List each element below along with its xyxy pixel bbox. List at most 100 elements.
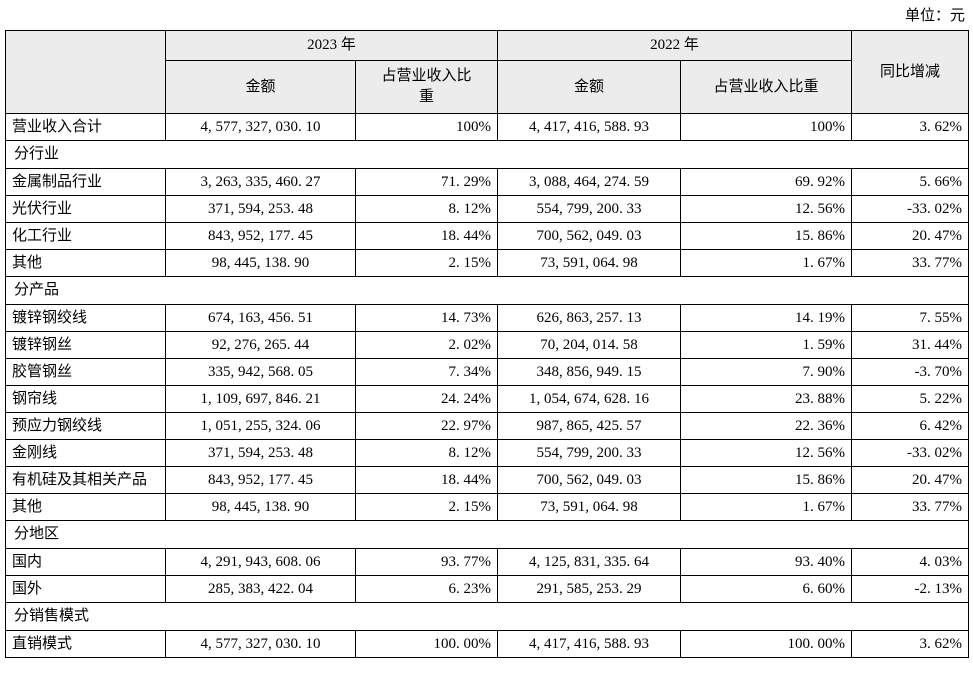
amount-2023-cell: 843, 952, 177. 45 — [165, 466, 356, 494]
row-label-cell: 镀锌钢绞线 — [5, 304, 166, 332]
table-row: 镀锌钢绞线 674, 163, 456. 51 14. 73% 626, 863, 2… — [5, 304, 970, 332]
section-row: 分销售模式 — [4, 602, 970, 631]
row-label-cell: 钢帘线 — [5, 385, 166, 413]
yoy-cell: 33. 77% — [851, 493, 970, 521]
yoy-cell: 5. 66% — [851, 168, 970, 196]
section-row: 分地区 — [4, 520, 970, 549]
amount-2023-header: 金额 — [165, 60, 356, 114]
ratio-2022-cell: 1. 67% — [680, 249, 853, 277]
amount-2022-cell: 4, 125, 831, 335. 64 — [497, 548, 682, 576]
amount-2023-cell: 843, 952, 177. 45 — [165, 222, 356, 250]
row-label-cell: 金属制品行业 — [5, 168, 166, 196]
revenue-breakdown-table: 2023 年 2022 年 同比增减 金额 占营业收入比重 金额 占营业收入比重… — [4, 30, 970, 658]
amount-2023-cell: 674, 163, 456. 51 — [165, 304, 356, 332]
amount-2023-cell: 371, 594, 253. 48 — [165, 195, 356, 223]
amount-2023-cell: 371, 594, 253. 48 — [165, 439, 356, 467]
table-row: 金属制品行业 3, 263, 335, 460. 27 71. 29% 3, 088,… — [5, 168, 970, 196]
ratio-2023-cell: 2. 15% — [354, 249, 499, 277]
header-row-measures: 金额 占营业收入比重 金额 占营业收入比重 — [6, 60, 969, 114]
yoy-cell: 5. 22% — [851, 385, 970, 413]
row-label-cell: 直销模式 — [5, 630, 166, 658]
amount-2023-cell: 1, 109, 697, 846. 21 — [165, 385, 356, 413]
yoy-cell: -3. 70% — [851, 358, 970, 386]
amount-2022-cell: 554, 799, 200. 33 — [497, 439, 682, 467]
yoy-cell: 20. 47% — [851, 466, 970, 494]
amount-2022-cell: 1, 054, 674, 628. 16 — [497, 385, 682, 413]
ratio-2023-header: 占营业收入比重 — [354, 60, 499, 114]
table-row: 钢帘线 1, 109, 697, 846. 21 24. 24% 1, 054, 67… — [5, 385, 970, 413]
table-header: 2023 年 2022 年 同比增减 金额 占营业收入比重 金额 占营业收入比重 — [5, 30, 970, 114]
amount-2022-cell: 70, 204, 014. 58 — [497, 331, 682, 359]
ratio-2022-cell: 12. 56% — [680, 195, 853, 223]
amount-2023-cell: 98, 445, 138. 90 — [165, 249, 356, 277]
row-label-cell: 胶管钢丝 — [5, 358, 166, 386]
year-2023-header: 2023 年 — [164, 30, 499, 61]
ratio-2022-cell: 14. 19% — [680, 304, 853, 332]
yoy-header: 同比增减 — [851, 30, 970, 114]
amount-2022-cell: 4, 417, 416, 588. 93 — [497, 630, 682, 658]
row-label-cell: 光伏行业 — [5, 195, 166, 223]
ratio-2022-cell: 93. 40% — [680, 548, 853, 576]
unit-label: 单位：元 — [904, 8, 965, 24]
section-label: 分行业 — [4, 140, 970, 169]
amount-2022-cell: 348, 856, 949. 15 — [497, 358, 682, 386]
ratio-2023-cell: 8. 12% — [354, 195, 499, 223]
row-label-cell: 其他 — [5, 249, 166, 277]
row-label-cell: 国外 — [5, 575, 166, 603]
yoy-cell: 20. 47% — [851, 222, 970, 250]
section-label: 分地区 — [4, 520, 970, 549]
ratio-2023-cell: 100% — [354, 113, 499, 141]
ratio-2022-cell: 100% — [680, 113, 853, 141]
ratio-2022-cell: 69. 92% — [680, 168, 853, 196]
amount-2022-cell: 987, 865, 425. 57 — [497, 412, 682, 440]
section-row: 分产品 — [4, 276, 970, 305]
ratio-2022-cell: 12. 56% — [680, 439, 853, 467]
table-row: 化工行业 843, 952, 177. 45 18. 44% 700, 562, 04… — [5, 222, 970, 250]
table-row: 其他 98, 445, 138. 90 2. 15% 73, 591, 064. 98… — [5, 249, 970, 277]
row-label-cell: 其他 — [5, 493, 166, 521]
section-label: 分销售模式 — [4, 602, 970, 631]
amount-2022-cell: 700, 562, 049. 03 — [497, 466, 682, 494]
amount-2022-cell: 554, 799, 200. 33 — [497, 195, 682, 223]
ratio-2022-cell: 7. 90% — [680, 358, 853, 386]
table-row: 镀锌钢丝 92, 276, 265. 44 2. 02% 70, 204, 014. … — [5, 331, 970, 359]
yoy-cell: -33. 02% — [851, 195, 970, 223]
amount-2023-cell: 1, 051, 255, 324. 06 — [165, 412, 356, 440]
table-row: 预应力钢绞线 1, 051, 255, 324. 06 22. 97% 987, 86… — [5, 412, 970, 440]
amount-2023-cell: 4, 577, 327, 030. 10 — [165, 630, 356, 658]
ratio-2023-cell: 24. 24% — [354, 385, 499, 413]
table-body: 营业收入合计 4, 577, 327, 030. 10 100% 4, 417, 41… — [4, 113, 970, 658]
row-label-cell: 有机硅及其相关产品 — [5, 466, 166, 494]
table-row: 胶管钢丝 335, 942, 568. 05 7. 34% 348, 856, 949… — [5, 358, 970, 386]
ratio-2022-header: 占营业收入比重 — [680, 60, 853, 114]
yoy-cell: 7. 55% — [851, 304, 970, 332]
ratio-2022-cell: 15. 86% — [680, 222, 853, 250]
ratio-2023-cell: 71. 29% — [354, 168, 499, 196]
ratio-2023-cell: 100. 00% — [354, 630, 499, 658]
table-row: 有机硅及其相关产品 843, 952, 177. 45 18. 44% 700, 56… — [5, 466, 970, 494]
amount-2022-cell: 3, 088, 464, 274. 59 — [497, 168, 682, 196]
ratio-2023-cell: 18. 44% — [354, 466, 499, 494]
ratio-2022-cell: 6. 60% — [680, 575, 853, 603]
header-row-years: 2023 年 2022 年 同比增减 — [5, 30, 970, 114]
yoy-cell: -2. 13% — [851, 575, 970, 603]
row-label-cell: 预应力钢绞线 — [5, 412, 166, 440]
yoy-cell: 33. 77% — [851, 249, 970, 277]
section-label: 分产品 — [4, 276, 970, 305]
ratio-2022-cell: 1. 67% — [680, 493, 853, 521]
amount-2023-cell: 4, 291, 943, 608. 06 — [165, 548, 356, 576]
yoy-cell: 4. 03% — [851, 548, 970, 576]
yoy-cell: 3. 62% — [851, 113, 970, 141]
ratio-2023-cell: 6. 23% — [354, 575, 499, 603]
ratio-2023-cell: 93. 77% — [354, 548, 499, 576]
amount-2023-cell: 335, 942, 568. 05 — [165, 358, 356, 386]
table-row: 国内 4, 291, 943, 608. 06 93. 77% 4, 125, 831… — [5, 548, 970, 576]
amount-2023-cell: 3, 263, 335, 460. 27 — [165, 168, 356, 196]
ratio-2022-cell: 100. 00% — [680, 630, 853, 658]
amount-2023-cell: 285, 383, 422. 04 — [165, 575, 356, 603]
table-row: 营业收入合计 4, 577, 327, 030. 10 100% 4, 417, 41… — [5, 113, 970, 141]
row-label-cell: 国内 — [5, 548, 166, 576]
ratio-2022-cell: 23. 88% — [680, 385, 853, 413]
row-label-cell: 镀锌钢丝 — [5, 331, 166, 359]
